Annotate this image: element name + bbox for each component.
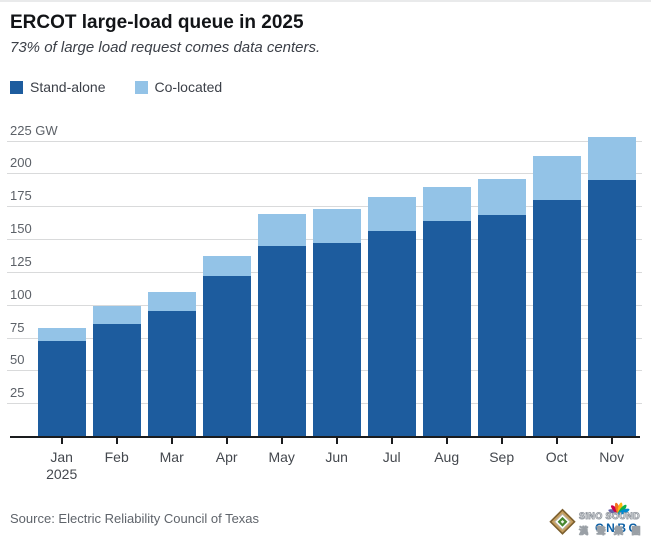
y-tick-label-100: 100 bbox=[10, 286, 32, 302]
legend-label-stand-alone: Stand-alone bbox=[30, 79, 106, 95]
diamond-logo-icon bbox=[549, 508, 576, 535]
x-tick-nov bbox=[610, 438, 613, 444]
bar-jun bbox=[312, 208, 361, 436]
y-tick-label-175: 175 bbox=[10, 188, 32, 204]
bar-segment-co-located bbox=[147, 291, 196, 312]
x-label-oct: Oct bbox=[545, 449, 568, 465]
watermark-line1: SiNO SOUND bbox=[579, 511, 641, 522]
bar-segment-co-located bbox=[92, 306, 141, 325]
x-label-sep: Sep bbox=[489, 449, 515, 465]
bar-segment-stand-alone bbox=[532, 199, 581, 436]
bar-segment-stand-alone bbox=[422, 220, 471, 436]
peacock-feather bbox=[617, 508, 630, 515]
x-tick-may bbox=[280, 438, 283, 444]
bar-segment-co-located bbox=[422, 186, 471, 221]
bar-mar bbox=[147, 291, 196, 436]
x-tick-jan bbox=[60, 438, 63, 444]
bar-segment-co-located bbox=[367, 197, 416, 232]
legend-label-co-located: Co-located bbox=[154, 79, 223, 95]
bar-jan bbox=[37, 328, 86, 436]
gridline-200 bbox=[7, 173, 642, 175]
bar-apr bbox=[202, 256, 251, 436]
bar-nov bbox=[587, 136, 636, 436]
x-axis-line bbox=[10, 436, 640, 438]
y-tick-label-125: 125 bbox=[10, 253, 32, 269]
x-label-apr: Apr bbox=[215, 449, 238, 465]
watermark-line2: 漢 聲 集 團 bbox=[579, 526, 644, 537]
y-tick-label-225: 225 GW bbox=[10, 122, 58, 138]
x-tick-jul bbox=[390, 438, 393, 444]
bar-segment-co-located bbox=[257, 214, 306, 246]
bar-sep bbox=[477, 178, 526, 436]
bar-segment-stand-alone bbox=[37, 341, 86, 436]
bar-segment-co-located bbox=[477, 178, 526, 216]
bar-segment-stand-alone bbox=[312, 242, 361, 436]
bar-segment-co-located bbox=[532, 156, 581, 200]
bar-segment-stand-alone bbox=[147, 311, 196, 436]
bar-segment-co-located bbox=[202, 256, 251, 276]
legend-swatch-stand-alone bbox=[10, 80, 23, 94]
x-tick-oct bbox=[555, 438, 558, 444]
x-label-feb: Feb bbox=[104, 449, 129, 465]
x-label-year: 2025 bbox=[46, 466, 78, 482]
bar-segment-stand-alone bbox=[367, 231, 416, 436]
page-title: ERCOT large-load queue in 2025 bbox=[10, 12, 304, 33]
legend-item-stand-alone: Stand-alone bbox=[10, 79, 106, 95]
source-note: Source: Electric Reliability Council of … bbox=[10, 511, 260, 526]
sino-sound-cnbc-watermark: CNBC SiNO SOUND 漢 聲 集 團 bbox=[548, 501, 648, 544]
x-tick-feb bbox=[115, 438, 118, 444]
legend-item-co-located: Co-located bbox=[134, 79, 223, 95]
x-tick-mar bbox=[170, 438, 173, 444]
y-tick-label-200: 200 bbox=[10, 155, 32, 171]
bar-segment-stand-alone bbox=[477, 215, 526, 436]
x-label-aug: Aug bbox=[434, 449, 460, 465]
cnbc-peacock-icon bbox=[608, 502, 630, 515]
bar-oct bbox=[532, 156, 581, 436]
legend: Stand-alone Co-located bbox=[10, 79, 222, 95]
y-tick-label-50: 50 bbox=[10, 352, 25, 368]
x-label-nov: Nov bbox=[599, 449, 625, 465]
bar-segment-co-located bbox=[587, 136, 636, 180]
gridline-175 bbox=[7, 206, 642, 208]
bar-may bbox=[257, 214, 306, 436]
legend-swatch-co-located bbox=[134, 80, 148, 94]
x-axis-labels: Jan 2025 Feb Mar Apr May Jun Jul Aug Sep Oct Nov bbox=[10, 449, 640, 489]
y-tick-label-25: 25 bbox=[10, 385, 25, 401]
bar-segment-stand-alone bbox=[92, 324, 141, 436]
x-tick-apr bbox=[225, 438, 228, 444]
y-tick-label-150: 150 bbox=[10, 221, 32, 237]
cnbc-wordmark: CNBC bbox=[595, 521, 640, 535]
bar-jul bbox=[367, 197, 416, 436]
x-label-mar: Mar bbox=[159, 449, 184, 465]
y-tick-label-75: 75 bbox=[10, 319, 25, 335]
x-tick-jun bbox=[335, 438, 338, 444]
gridline-225 bbox=[7, 140, 642, 142]
plot-area: 25 50 75 100 125 150 175 200 225 GW bbox=[7, 123, 642, 436]
bar-segment-stand-alone bbox=[202, 275, 251, 436]
bar-segment-stand-alone bbox=[257, 245, 306, 436]
bar-segment-stand-alone bbox=[587, 179, 636, 436]
bar-segment-co-located bbox=[37, 328, 86, 342]
x-label-jun: Jun bbox=[325, 449, 348, 465]
bar-feb bbox=[92, 306, 141, 436]
x-tick-aug bbox=[445, 438, 448, 444]
x-label-may: May bbox=[268, 449, 295, 465]
x-tick-sep bbox=[500, 438, 503, 444]
x-label-jul: Jul bbox=[382, 449, 401, 465]
x-label-jan: Jan 2025 bbox=[34, 449, 90, 483]
bar-aug bbox=[422, 186, 471, 436]
chart-subtitle: 73% of large load request comes data cen… bbox=[10, 39, 321, 56]
bar-segment-co-located bbox=[312, 208, 361, 243]
